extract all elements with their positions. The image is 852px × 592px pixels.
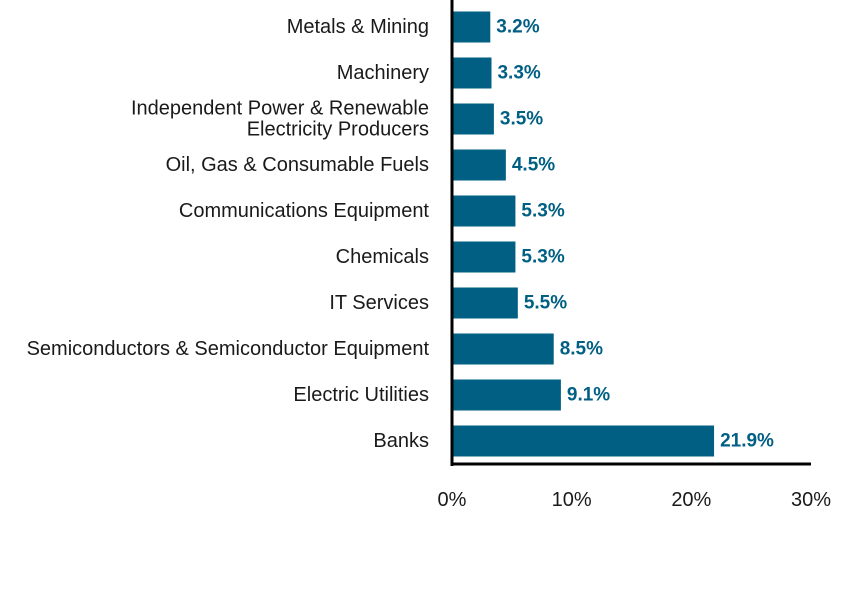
value-label-chemicals: 5.3% [521, 247, 564, 268]
bar-metals-mining [452, 11, 491, 43]
x-tick-label-30: 30% [791, 489, 831, 511]
bar-semiconductors-semiconductor-equipment [452, 333, 554, 365]
category-label-machinery: Machinery [337, 62, 429, 84]
value-label-it-services: 5.5% [524, 293, 567, 314]
value-label-communications-equipment: 5.3% [521, 201, 564, 222]
bar-machinery [452, 57, 492, 89]
axes [450, 0, 811, 466]
bar-communications-equipment [452, 195, 516, 227]
value-label-machinery: 3.3% [497, 63, 540, 84]
x-tick-label-10: 10% [552, 489, 592, 511]
x-tick-labels: 0% 10% 20% 30% [438, 489, 832, 511]
category-label-independent-power-renewable-electricity-producers: Independent Power & Renewable Electricity… [131, 98, 429, 141]
value-label-electric-utilities: 9.1% [567, 385, 610, 406]
category-label-it-services: IT Services [329, 292, 429, 314]
bar-chemicals [452, 241, 516, 273]
bar-oil-gas-consumable-fuels [452, 149, 506, 181]
value-label-metals-mining: 3.2% [496, 17, 539, 38]
bars [452, 11, 715, 457]
value-label-semiconductors-semiconductor-equipment: 8.5% [560, 339, 603, 360]
bar-it-services [452, 287, 518, 319]
category-label-metals-mining: Metals & Mining [287, 16, 429, 38]
category-label-communications-equipment: Communications Equipment [179, 200, 430, 222]
category-label-electric-utilities: Electric Utilities [293, 384, 429, 406]
category-label-banks: Banks [373, 430, 429, 452]
value-label-oil-gas-consumable-fuels: 4.5% [512, 155, 555, 176]
bar-banks [452, 425, 715, 457]
value-labels: 3.2% 3.3% 3.5% 4.5% 5.3% 5.3% 5.5% 8.5% 9.1% 21.9… [496, 17, 774, 452]
value-label-banks: 21.9% [720, 431, 774, 452]
category-label-chemicals: Chemicals [336, 246, 429, 268]
category-labels: Metals & Mining Machinery Independent Powe… [27, 16, 430, 452]
bar-independent-power-renewable-electricity-producers [452, 103, 494, 135]
category-label-oil-gas-consumable-fuels: Oil, Gas & Consumable Fuels [166, 154, 429, 176]
value-label-independent-power-renewable-electricity-producers: 3.5% [500, 109, 543, 130]
category-label-semiconductors-semiconductor-equipment: Semiconductors & Semiconductor Equipment [27, 338, 430, 360]
x-tick-label-0: 0% [438, 489, 467, 511]
bar-electric-utilities [452, 379, 561, 411]
x-tick-label-20: 20% [671, 489, 711, 511]
